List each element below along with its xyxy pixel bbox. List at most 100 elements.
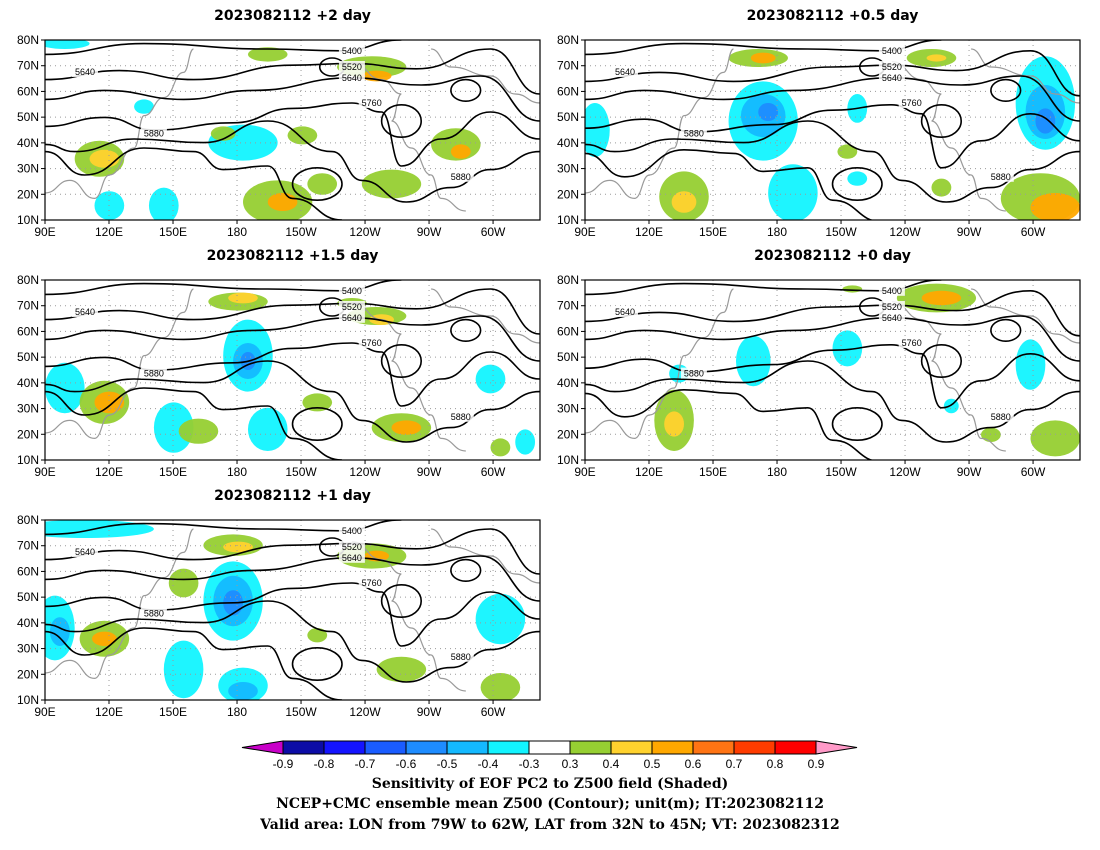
colorbar-swatch — [610, 740, 653, 755]
sensitivity-shading — [49, 617, 70, 646]
lat-tick-label: 10N — [17, 213, 39, 227]
lon-tick-label: 120W — [349, 225, 381, 239]
sensitivity-shading — [837, 144, 858, 159]
sensitivity-shading — [490, 438, 511, 457]
lon-tick-label: 90E — [34, 465, 55, 479]
lat-tick-label: 20N — [17, 667, 39, 681]
z500-closed-contour — [291, 167, 343, 202]
sensitivity-shading — [361, 169, 422, 199]
sensitivity-shading — [267, 193, 298, 211]
sensitivity-shading — [981, 427, 1001, 442]
sensitivity-shading — [1030, 420, 1080, 457]
lon-tick-label: 120E — [95, 225, 123, 239]
coastline — [970, 288, 1080, 344]
contour-label: 5640 — [75, 67, 95, 77]
sensitivity-shading — [148, 187, 179, 220]
sensitivity-shading — [307, 628, 328, 643]
colorbar-high-arrow — [815, 740, 858, 755]
contour-label: 5880 — [451, 172, 471, 182]
caption-line-3: Valid area: LON from 79W to 62W, LAT fro… — [260, 817, 840, 833]
z500-closed-contour — [380, 104, 423, 139]
colorbar-tick-label: 0.4 — [603, 757, 620, 771]
sensitivity-shading — [247, 407, 288, 451]
contour-label: 5760 — [902, 98, 922, 108]
sensitivity-shading — [750, 52, 776, 64]
contour-label: 5760 — [362, 338, 382, 348]
z500-contour — [45, 315, 540, 362]
lat-tick-label: 60N — [17, 324, 39, 338]
colorbar-swatch — [774, 740, 817, 755]
lat-tick-label: 70N — [17, 59, 39, 73]
sensitivity-shading — [1030, 193, 1080, 220]
lon-tick-label: 90W — [417, 465, 442, 479]
colorbar-swatch — [405, 740, 448, 755]
lon-tick-label: 90E — [34, 705, 55, 719]
lat-tick-label: 50N — [557, 110, 579, 124]
contour-label: 5640 — [342, 313, 362, 323]
sensitivity-shading — [921, 290, 962, 306]
lat-tick-label: 30N — [17, 642, 39, 656]
z500-closed-contour — [990, 78, 1022, 102]
sensitivity-shading — [178, 418, 219, 444]
sensitivity-shading — [475, 364, 506, 394]
z500-closed-contour — [380, 343, 423, 378]
map-panel: 2023082112 +1 day54005520564057605880588… — [17, 488, 541, 719]
colorbar-tick-label: -0.7 — [355, 757, 376, 771]
coastline — [45, 288, 194, 440]
lat-tick-label: 50N — [17, 350, 39, 364]
sensitivity-shading — [671, 191, 697, 213]
coastline — [585, 48, 734, 200]
map-panel: 2023082112 +1.5 day540055205640576058805… — [17, 248, 541, 479]
lat-tick-label: 80N — [17, 33, 39, 47]
lat-tick-label: 40N — [17, 616, 39, 630]
map-frame — [44, 279, 541, 461]
contour-label: 5880 — [144, 369, 164, 379]
lon-tick-label: 90E — [574, 225, 595, 239]
lon-tick-label: 150W — [285, 225, 317, 239]
lon-tick-label: 180 — [227, 225, 247, 239]
sensitivity-shading — [94, 391, 125, 414]
sensitivity-shading — [134, 99, 154, 114]
contour-label: 5880 — [144, 609, 164, 619]
colorbar-swatch — [364, 740, 407, 755]
coastline — [585, 288, 734, 440]
lat-tick-label: 20N — [557, 427, 579, 441]
sensitivity-shading — [228, 292, 258, 304]
sensitivity-shading — [450, 144, 471, 159]
contour-label: 5520 — [882, 302, 902, 312]
contour-label: 5760 — [362, 578, 382, 588]
coastline — [351, 301, 466, 452]
lon-tick-label: 120E — [635, 225, 663, 239]
sensitivity-shading — [210, 126, 236, 141]
map-panel: 2023082112 +0 day54005520564057605880588… — [557, 248, 1081, 479]
contour-label: 5520 — [342, 542, 362, 552]
colorbar-tick-label: 0.8 — [767, 757, 784, 771]
sensitivity-shading — [89, 149, 120, 168]
lon-tick-label: 90E — [574, 465, 595, 479]
contour-label: 5640 — [615, 307, 635, 317]
lon-tick-label: 120E — [95, 705, 123, 719]
caption-line-2: NCEP+CMC ensemble mean Z500 (Contour); u… — [276, 796, 824, 812]
z500-contour — [585, 148, 874, 220]
z500-contour — [45, 342, 540, 407]
colorbar-swatch — [487, 740, 530, 755]
sensitivity-shading — [847, 171, 868, 186]
z500-contour — [45, 75, 540, 122]
lon-tick-label: 90W — [957, 225, 982, 239]
contour-label: 5880 — [684, 129, 704, 139]
lat-tick-label: 40N — [17, 376, 39, 390]
sensitivity-shading — [585, 103, 610, 157]
sensitivity-shading — [735, 335, 771, 387]
z500-contour — [45, 387, 343, 460]
lon-tick-label: 90W — [417, 705, 442, 719]
z500-closed-contour — [450, 318, 482, 343]
colorbar-tick-label: 0.7 — [726, 757, 743, 771]
z500-contour — [585, 120, 1080, 203]
z500-contour — [585, 103, 1080, 169]
z500-closed-contour — [920, 343, 963, 378]
lat-tick-label: 60N — [557, 324, 579, 338]
lat-tick-label: 80N — [17, 273, 39, 287]
